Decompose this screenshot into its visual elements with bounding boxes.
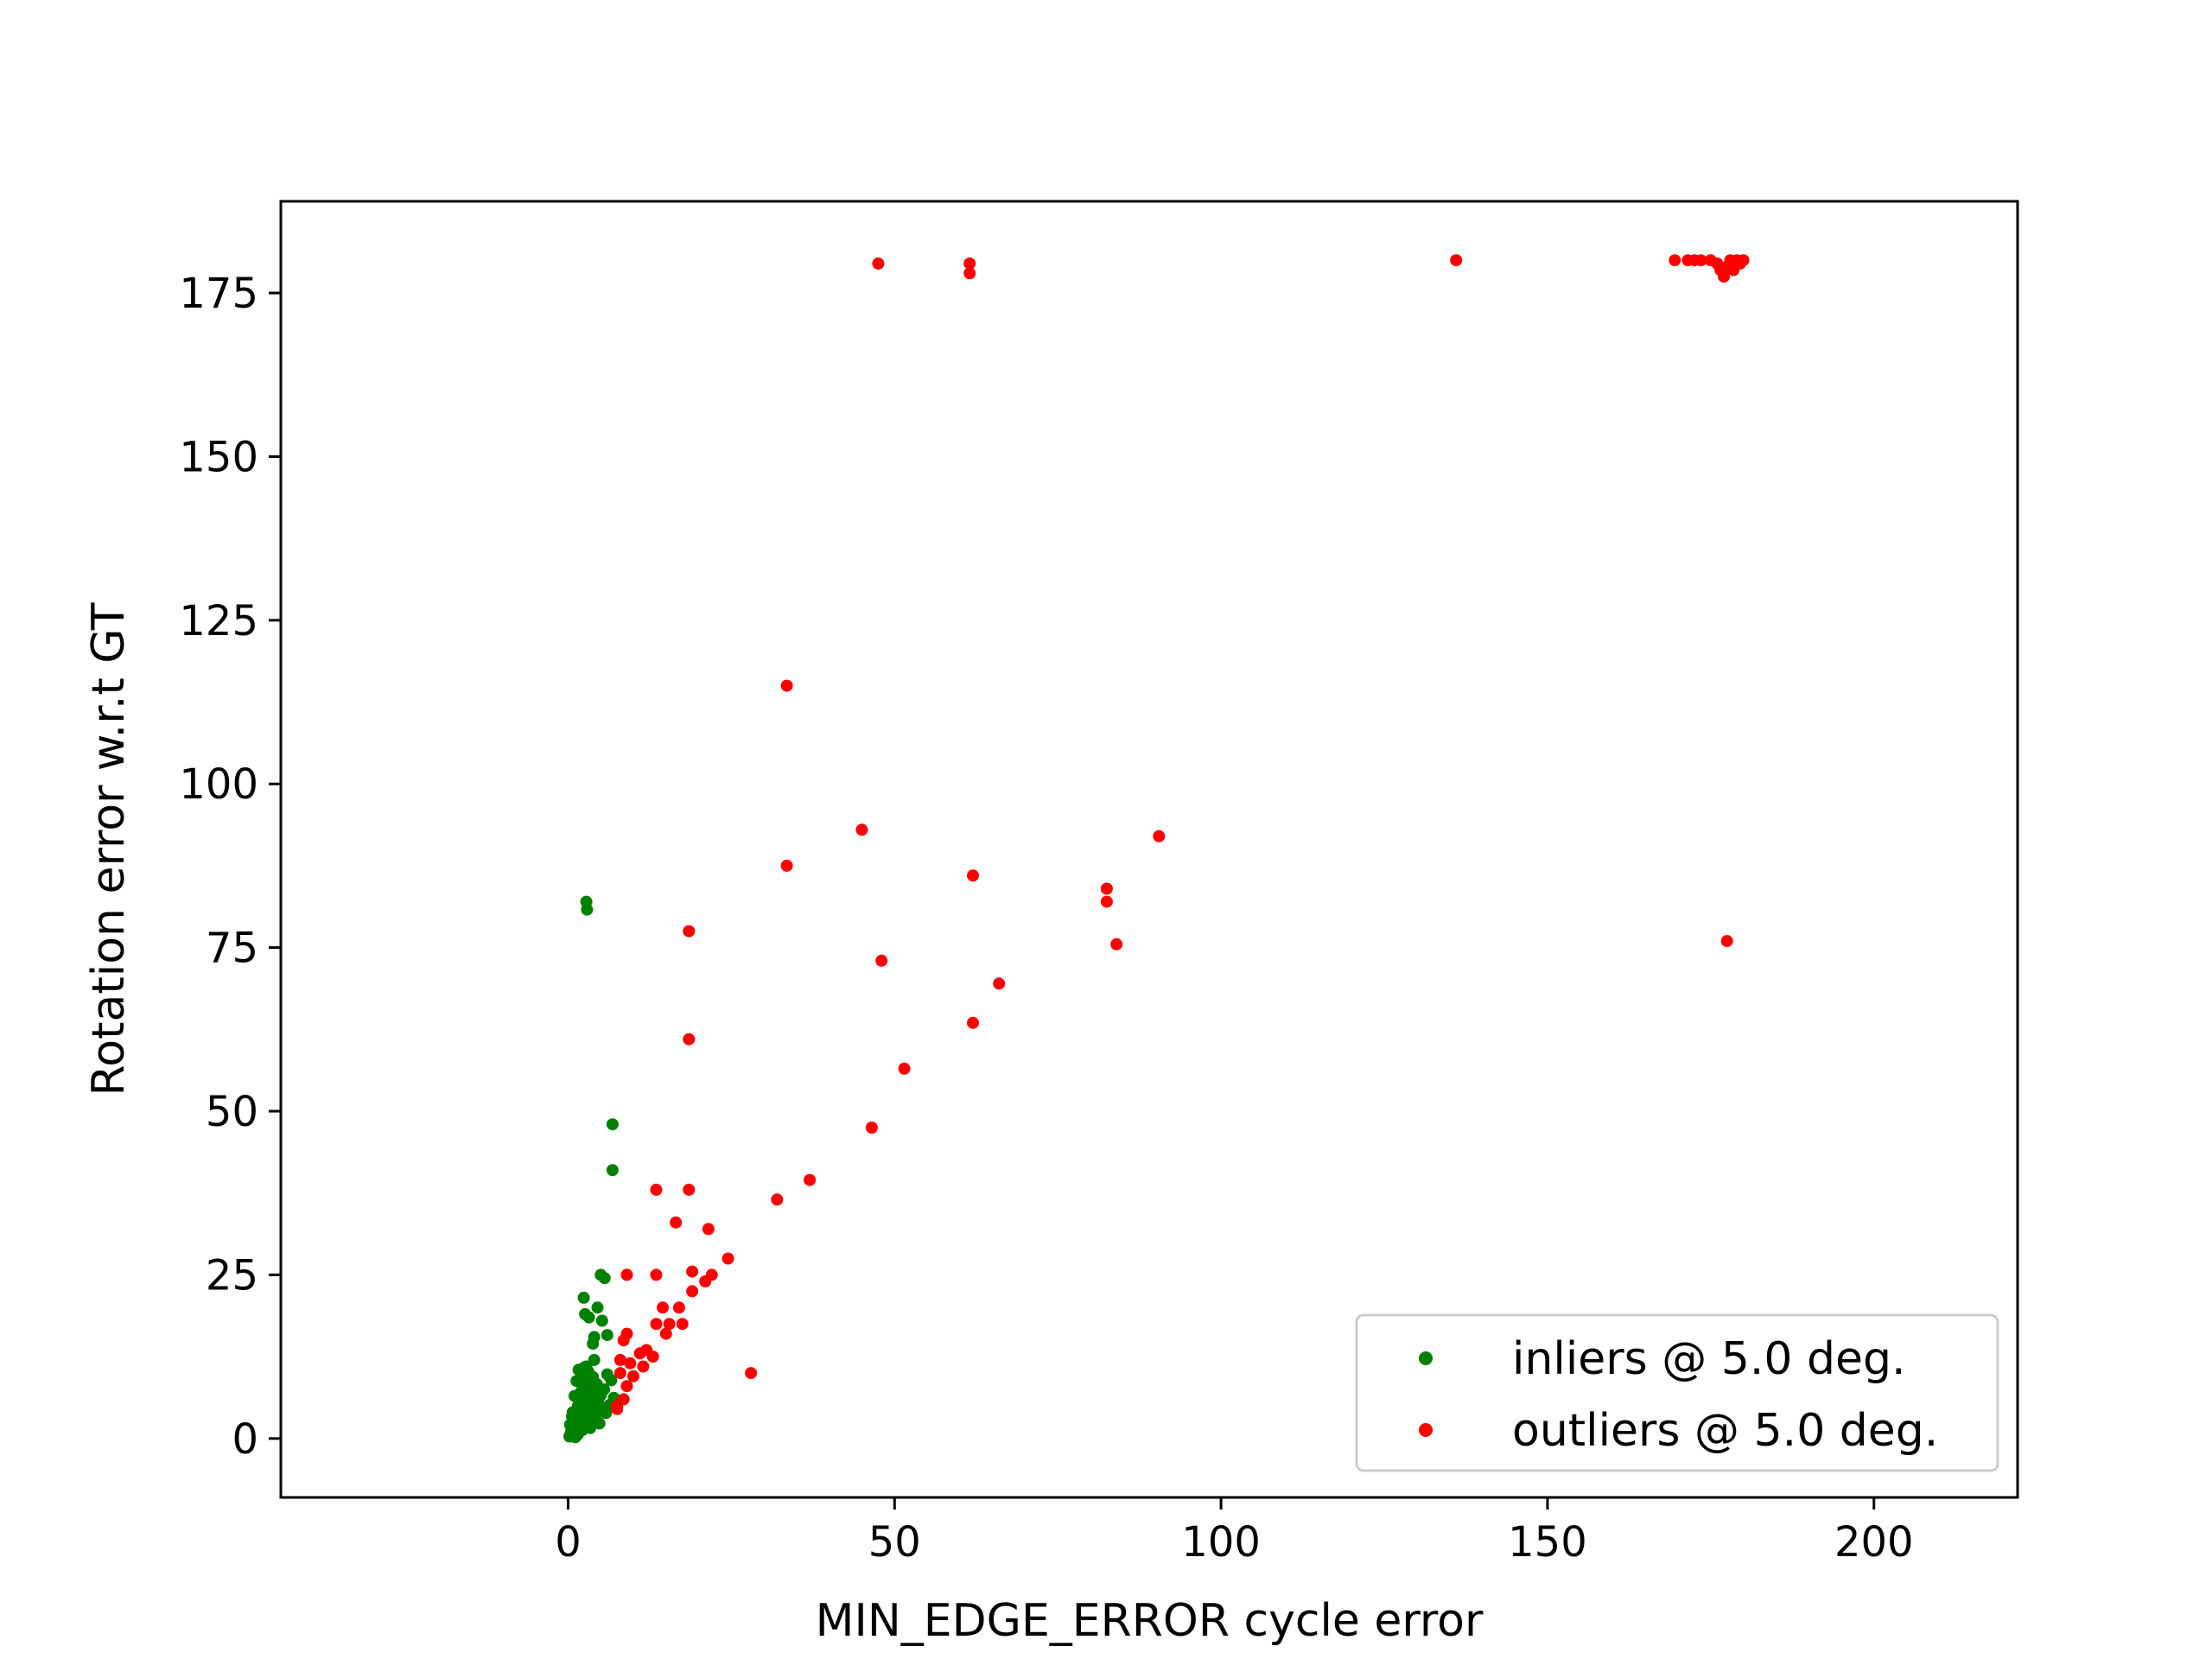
- outlier-point-18: [780, 679, 793, 692]
- inlier-point-47: [605, 1374, 618, 1387]
- legend-label-outliers: outliers @ 5.0 deg.: [1512, 1405, 1938, 1457]
- outlier-point-35: [771, 1193, 784, 1206]
- outlier-point-45: [699, 1275, 712, 1287]
- outlier-point-29: [993, 977, 1006, 990]
- outlier-point-24: [1100, 895, 1113, 908]
- inlier-point-62: [577, 1291, 590, 1304]
- x-axis-label: MIN_EDGE_ERROR cycle error: [816, 1595, 1484, 1647]
- legend-marker-inliers: [1419, 1351, 1433, 1365]
- outlier-point-36: [650, 1183, 663, 1196]
- outlier-point-17: [1737, 254, 1750, 267]
- outlier-point-56: [633, 1347, 646, 1360]
- legend: inliers @ 5.0 deg. outliers @ 5.0 deg.: [1355, 1313, 1999, 1472]
- inlier-point-69: [588, 1353, 601, 1366]
- y-axis-label: Rotation error w.r.t GT: [83, 602, 135, 1096]
- inlier-point-58: [571, 1428, 584, 1441]
- outlier-point-66: [611, 1402, 624, 1415]
- outlier-point-25: [1110, 938, 1123, 950]
- outlier-point-54: [617, 1334, 630, 1347]
- outlier-point-52: [659, 1327, 672, 1340]
- outlier-point-67: [745, 1367, 758, 1380]
- outlier-point-37: [683, 1183, 696, 1196]
- inlier-point-71: [606, 1118, 619, 1131]
- y-tick-label-100: 100: [179, 760, 258, 809]
- outlier-point-33: [865, 1122, 878, 1134]
- x-tick-label-200: 200: [1834, 1518, 1914, 1567]
- outlier-point-28: [875, 954, 888, 967]
- outlier-point-31: [683, 1033, 696, 1046]
- outlier-point-7: [1694, 254, 1707, 267]
- inlier-point-70: [601, 1329, 613, 1342]
- outlier-point-23: [1100, 882, 1113, 895]
- outlier-point-63: [620, 1380, 633, 1393]
- plot-area-frame: [279, 200, 2019, 1499]
- legend-marker-outliers: [1419, 1423, 1433, 1437]
- inlier-point-51: [569, 1389, 581, 1402]
- outlier-point-27: [683, 925, 696, 938]
- outlier-point-40: [721, 1252, 734, 1265]
- outlier-point-51: [676, 1318, 689, 1331]
- points-layer: [563, 254, 1750, 1444]
- inlier-point-59: [566, 1410, 578, 1423]
- y-tick-label-50: 50: [206, 1088, 258, 1136]
- inlier-point-40: [593, 1417, 606, 1430]
- outlier-point-62: [627, 1370, 639, 1382]
- inlier-point-61: [582, 1311, 595, 1324]
- outlier-point-11: [1718, 270, 1730, 283]
- outlier-point-0: [872, 257, 885, 270]
- outlier-point-46: [686, 1285, 699, 1298]
- outlier-point-2: [963, 267, 976, 280]
- outlier-point-57: [646, 1351, 659, 1363]
- inlier-point-72: [606, 1164, 619, 1177]
- legend-box: [1355, 1313, 1999, 1472]
- inlier-point-66: [598, 1272, 611, 1285]
- inlier-point-63: [591, 1301, 604, 1314]
- outlier-point-60: [637, 1360, 650, 1373]
- outlier-point-22: [967, 869, 979, 882]
- y-tick-label-175: 175: [179, 270, 258, 318]
- outlier-point-59: [624, 1357, 637, 1370]
- outlier-point-20: [780, 859, 793, 872]
- y-tick-label-150: 150: [179, 433, 258, 481]
- outlier-point-44: [620, 1268, 633, 1281]
- inlier-point-43: [598, 1383, 610, 1395]
- x-tick-label-100: 100: [1181, 1518, 1261, 1567]
- inlier-point-64: [595, 1314, 608, 1327]
- y-tick-label-75: 75: [206, 925, 258, 973]
- x-tick-label-50: 50: [868, 1518, 921, 1567]
- x-tick-label-150: 150: [1508, 1518, 1587, 1567]
- outlier-point-32: [898, 1062, 911, 1075]
- outlier-point-26: [1720, 935, 1733, 948]
- inlier-point-74: [581, 903, 594, 916]
- outlier-point-38: [670, 1216, 683, 1229]
- y-tick-label-25: 25: [206, 1251, 258, 1300]
- legend-label-inliers: inliers @ 5.0 deg.: [1512, 1333, 1906, 1385]
- outlier-point-4: [1669, 254, 1681, 267]
- outlier-point-43: [650, 1268, 663, 1281]
- y-tick-label-0: 0: [232, 1415, 258, 1464]
- outlier-point-34: [804, 1173, 817, 1186]
- outlier-point-61: [613, 1367, 626, 1380]
- inlier-point-68: [587, 1338, 600, 1350]
- outlier-point-39: [702, 1223, 715, 1236]
- outlier-point-3: [1450, 254, 1463, 267]
- x-axis: 0 50 100 150 200: [555, 1497, 1914, 1567]
- outlier-point-50: [663, 1318, 676, 1331]
- outlier-point-47: [657, 1301, 669, 1314]
- y-axis: 0 25 50 75 100 125 150 175: [179, 270, 281, 1464]
- outlier-point-58: [613, 1353, 626, 1366]
- outlier-point-30: [967, 1016, 979, 1029]
- y-tick-label-125: 125: [179, 597, 258, 645]
- outlier-point-42: [686, 1265, 699, 1278]
- outlier-point-48: [672, 1301, 685, 1314]
- outlier-point-19: [855, 823, 868, 836]
- outlier-point-21: [1153, 830, 1166, 842]
- outlier-point-49: [650, 1318, 663, 1331]
- x-tick-label-0: 0: [555, 1518, 582, 1567]
- outlier-point-1: [963, 257, 976, 270]
